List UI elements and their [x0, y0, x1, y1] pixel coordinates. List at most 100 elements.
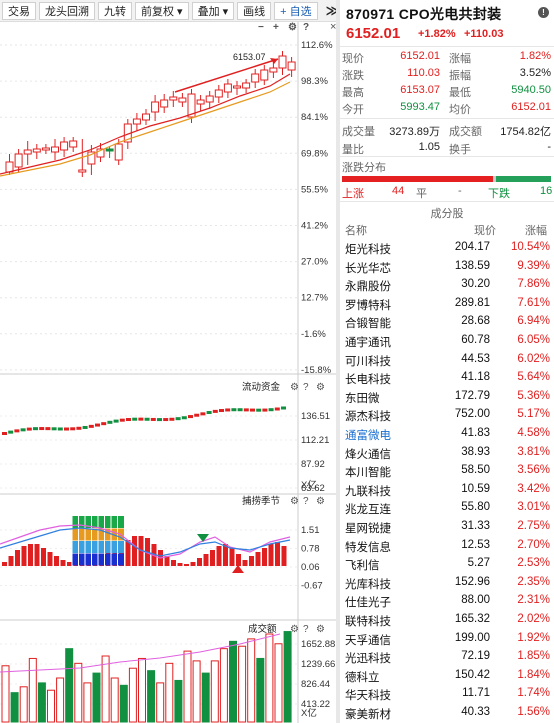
stock-row[interactable]: 本川智能 58.50 3.56% [340, 462, 554, 481]
stock-row[interactable]: 天孚通信 199.00 1.92% [340, 630, 554, 649]
stock-change: 3.42% [517, 482, 550, 495]
candle-body [87, 151, 96, 165]
stock-row[interactable]: 仕佳光子 88.00 2.31% [340, 592, 554, 611]
stock-row[interactable]: 特发信息 12.53 2.70% [340, 537, 554, 556]
flow-bar [194, 413, 200, 417]
distribution-bar [342, 176, 551, 182]
flow-bar [169, 417, 175, 421]
toolbar-button-draw[interactable]: 画线 [237, 1, 272, 20]
settings-icon[interactable]: ⚙ [316, 624, 325, 635]
stock-row[interactable]: 豪美新材 40.33 1.56% [340, 704, 554, 723]
help-icon[interactable]: ? [303, 624, 309, 635]
candle-body [233, 85, 241, 89]
stock-row[interactable]: 通富微电 41.83 4.58% [340, 425, 554, 444]
season-bar [210, 550, 215, 566]
stat-value: 6152.01 [400, 50, 440, 62]
stock-row[interactable]: 合锻智能 28.68 6.94% [340, 313, 554, 332]
help-icon[interactable]: ? [303, 382, 309, 393]
divider-line [340, 201, 554, 202]
stock-price: 165.32 [454, 613, 490, 625]
column-price[interactable]: 现价 [474, 225, 496, 237]
stock-price: 72.19 [461, 650, 490, 663]
help-icon[interactable]: ? [303, 22, 309, 33]
flow-bar [20, 428, 26, 432]
stock-row[interactable]: 烽火通信 38.93 3.81% [340, 444, 554, 463]
stock-row[interactable]: 源杰科技 752.00 5.17% [340, 406, 554, 425]
stock-row[interactable]: 兆龙互连 55.80 3.01% [340, 499, 554, 518]
stock-price: 60.78 [461, 334, 490, 346]
stock-row[interactable]: 联特科技 165.32 2.02% [340, 611, 554, 630]
add-watchlist-button[interactable]: + 自选 [274, 1, 318, 20]
stat-label: 涨跌 [342, 70, 364, 82]
chart-canvas[interactable]: 112.6% 98.3% 84.1% 69.8% 55.5% 41.2% 27.0% 12.7… [0, 22, 336, 723]
column-name[interactable]: 名称 [345, 225, 367, 237]
flow-bar [243, 408, 249, 412]
stock-name: 罗博特科 [345, 299, 391, 312]
stock-name: 源杰科技 [345, 411, 391, 424]
add-icon[interactable]: + [273, 22, 279, 33]
stock-row[interactable]: 可川科技 44.53 6.02% [340, 351, 554, 370]
stock-row[interactable]: 光迅科技 72.19 1.85% [340, 648, 554, 667]
stock-row[interactable]: 通宇通讯 60.78 6.05% [340, 332, 554, 351]
season-bar [203, 554, 209, 566]
stock-row[interactable]: 德科立 150.42 1.84% [340, 667, 554, 686]
stock-price: 5.27 [467, 557, 490, 570]
stock-row[interactable]: 飞利信 5.27 2.53% [340, 555, 554, 574]
axis-tick-label: 55.5% [301, 184, 328, 195]
stock-row[interactable]: 罗博特科 289.81 7.61% [340, 295, 554, 314]
toolbar-button-adjust[interactable]: 前复权 ▾ [135, 1, 189, 20]
settings-icon[interactable]: ⚙ [290, 624, 299, 635]
stock-row[interactable]: 光库科技 152.96 2.35% [340, 574, 554, 593]
chart-area[interactable]: 112.6% 98.3% 84.1% 69.8% 55.5% 41.2% 27.0% 12.7… [0, 22, 336, 723]
settings-icon[interactable]: ⚙ [316, 496, 325, 507]
toolbar-button-leader-backtrack[interactable]: 龙头回溯 [39, 1, 95, 20]
candle-body [260, 69, 269, 81]
candle-body [132, 118, 141, 125]
flow-bar [82, 425, 88, 429]
flow-bar [262, 408, 268, 412]
toolbar-button-overlay[interactable]: 叠加 ▾ [191, 1, 235, 20]
more-button[interactable]: ≫ [325, 2, 340, 18]
panel-divider[interactable] [336, 0, 340, 723]
flow-bar [200, 412, 206, 416]
stock-price: 11.71 [462, 687, 490, 700]
divider-line [340, 156, 554, 157]
info-icon[interactable]: ! [538, 7, 549, 18]
stat-value: 6153.07 [400, 84, 440, 96]
candle-body [78, 169, 87, 173]
stock-row[interactable]: 长电科技 41.18 5.64% [340, 369, 554, 388]
settings-icon[interactable]: ⚙ [288, 22, 297, 33]
turnover-label: 成交额 [449, 126, 482, 138]
stock-name: 烽火通信 [345, 448, 391, 461]
settings-icon[interactable]: ⚙ [290, 382, 299, 393]
candle-body [187, 93, 196, 118]
flow-bar [126, 418, 131, 422]
stock-row[interactable]: 长光华芯 138.59 9.39% [340, 258, 554, 277]
close-icon[interactable]: × [330, 22, 336, 33]
toolbar-button-trade[interactable]: 交易 [2, 1, 36, 20]
turnover-bar [65, 648, 74, 723]
stock-change: 5.36% [517, 389, 550, 402]
candle-body [5, 161, 14, 173]
stock-row[interactable]: 东田微 172.79 5.36% [340, 388, 554, 407]
flow-bar [88, 424, 94, 428]
turnover-bar [19, 686, 28, 723]
stock-row[interactable]: 九联科技 10.59 3.42% [340, 481, 554, 500]
candle-body [196, 99, 205, 105]
help-icon[interactable]: ? [303, 496, 309, 507]
stock-name: 通宇通讯 [345, 337, 391, 349]
toolbar-button-nine-turn[interactable]: 九转 [98, 1, 132, 20]
settings-icon[interactable]: ⚙ [290, 496, 299, 507]
flow-bar [256, 408, 262, 412]
turnover-bar [238, 645, 247, 723]
turnover-bar [247, 638, 256, 723]
minus-icon[interactable]: − [258, 22, 264, 33]
panel-title-season: 捕捞季节 [242, 495, 280, 507]
stock-row[interactable]: 星网锐捷 31.33 2.75% [340, 518, 554, 537]
settings-icon[interactable]: ⚙ [316, 382, 325, 393]
stock-row[interactable]: 炬光科技 204.17 10.54% [340, 239, 554, 258]
column-change[interactable]: 涨幅 [525, 225, 547, 237]
stock-row[interactable]: 华天科技 11.71 1.74% [340, 685, 554, 704]
stock-row[interactable]: 永鼎股份 30.20 7.86% [340, 276, 554, 295]
flow-bar [113, 419, 119, 423]
